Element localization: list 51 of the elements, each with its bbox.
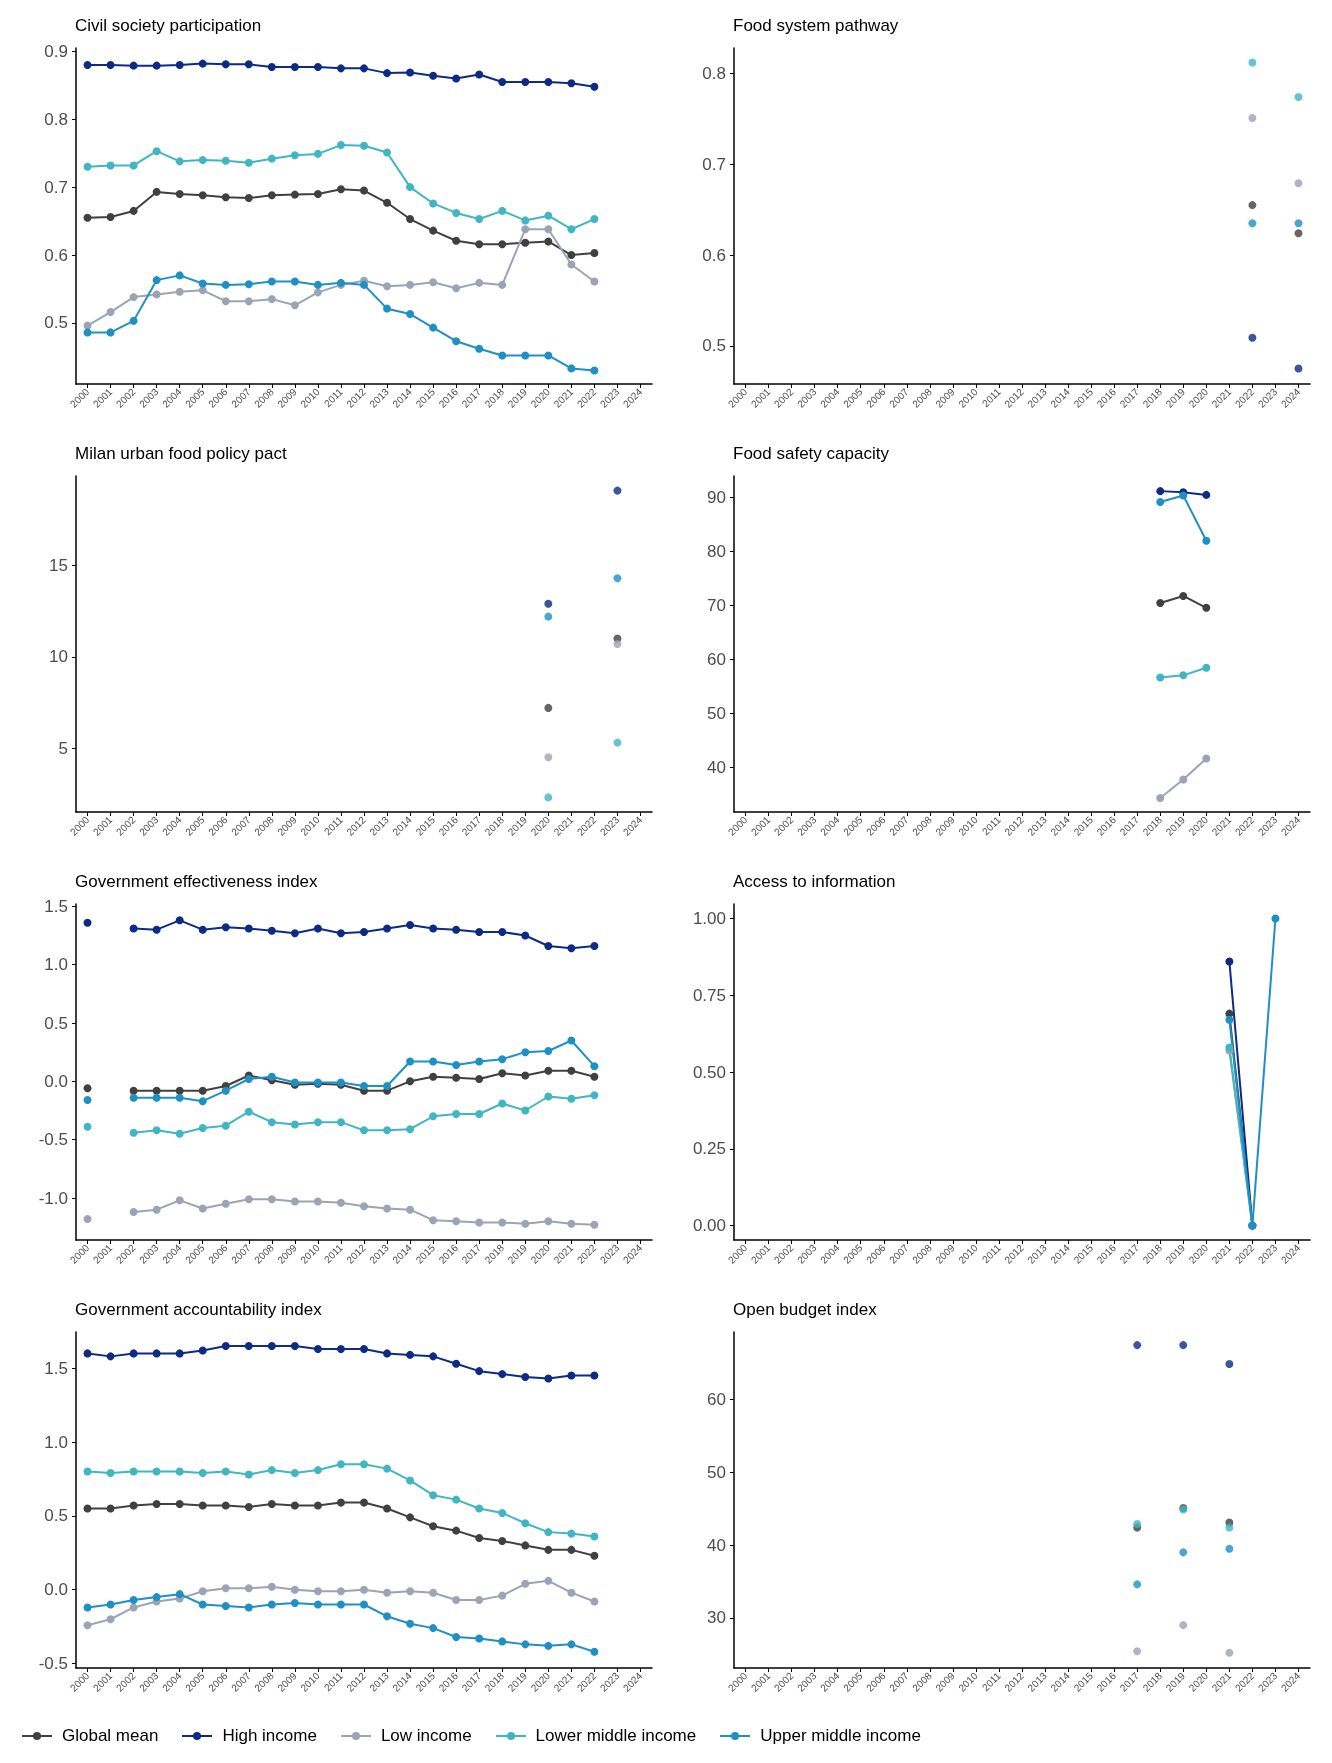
y-tick-label: -0.5 xyxy=(38,1654,68,1674)
y-tick-label: -1.0 xyxy=(38,1188,68,1208)
y-tick-label: 0.0 xyxy=(44,1580,68,1600)
y-tick-label: 70 xyxy=(707,596,726,616)
y-tick-label: 0.7 xyxy=(702,154,726,174)
legend-label: Low income xyxy=(380,1726,472,1746)
y-tick-label: 40 xyxy=(707,758,726,778)
y-tick-label: 1.00 xyxy=(692,908,726,928)
legend-label: High income xyxy=(222,1726,317,1746)
y-tick-label: 50 xyxy=(707,704,726,724)
y-tick-label: 0.9 xyxy=(44,41,68,61)
y-tick-label: 0.5 xyxy=(44,313,68,333)
y-tick-label: 0.8 xyxy=(44,109,68,129)
y-tick-label: 0.6 xyxy=(702,245,726,265)
chart-title: Open budget index xyxy=(733,1300,878,1319)
y-tick-label: 5 xyxy=(58,738,68,758)
y-tick-label: 0.75 xyxy=(692,985,726,1005)
legend-label: Upper middle income xyxy=(760,1726,921,1746)
y-tick-label: 0.5 xyxy=(44,1013,68,1033)
chart-title: Food safety capacity xyxy=(733,444,890,463)
y-tick-label: 10 xyxy=(49,647,68,667)
legend-label: Lower middle income xyxy=(535,1726,697,1746)
y-tick-label: 0.5 xyxy=(702,336,726,356)
y-tick-label: 0.6 xyxy=(44,245,68,265)
y-tick-label: 0.7 xyxy=(44,177,68,197)
y-tick-label: 60 xyxy=(707,1390,726,1410)
y-tick-label: 0.5 xyxy=(44,1506,68,1526)
y-tick-label: 1.5 xyxy=(44,896,68,916)
chart-title: Government effectiveness index xyxy=(75,872,319,891)
chart-title: Civil society participation xyxy=(75,16,262,35)
y-tick-label: 0.00 xyxy=(692,1216,726,1236)
y-tick-label: 80 xyxy=(707,542,726,562)
y-tick-label: 15 xyxy=(49,555,68,575)
chart-title: Food system pathway xyxy=(733,16,899,35)
chart-title: Government accountability index xyxy=(75,1300,323,1319)
y-tick-label: 40 xyxy=(707,1535,726,1555)
y-tick-label: 0.0 xyxy=(44,1071,68,1091)
y-tick-label: 60 xyxy=(707,650,726,670)
y-tick-label: 50 xyxy=(707,1462,726,1482)
y-tick-label: 0.25 xyxy=(692,1139,726,1159)
y-tick-label: 90 xyxy=(707,488,726,508)
y-tick-label: 0.50 xyxy=(692,1062,726,1082)
chart-title: Access to information xyxy=(733,872,896,891)
chart-title: Milan urban food policy pact xyxy=(75,444,287,463)
y-tick-label: 30 xyxy=(707,1608,726,1628)
y-tick-label: 1.5 xyxy=(44,1358,68,1378)
y-tick-label: 1.0 xyxy=(44,1432,68,1452)
y-tick-label: 0.8 xyxy=(702,63,726,83)
y-tick-label: -0.5 xyxy=(38,1130,68,1150)
y-tick-label: 1.0 xyxy=(44,955,68,975)
legend-label: Global mean xyxy=(62,1726,159,1746)
